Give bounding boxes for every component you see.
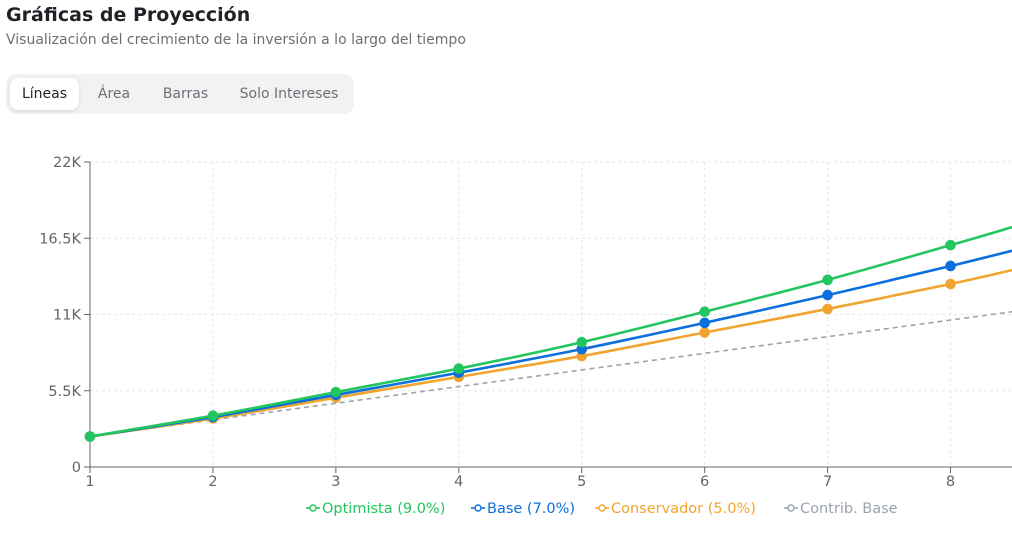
series-line-0 — [89, 225, 1012, 438]
legend-label: Contrib. Base — [800, 501, 898, 517]
data-point-0 — [822, 274, 833, 286]
x-tick-label: 4 — [454, 474, 463, 490]
data-point-0 — [207, 410, 219, 422]
page-title: Gráficas de Proyección — [6, 4, 251, 26]
tab-barras[interactable]: Barras — [162, 86, 209, 102]
legend-line-icon — [471, 504, 485, 512]
chart-type-tabs: Líneas Área Barras Solo Intereses — [6, 74, 354, 114]
legend-item[interactable]: Conservador (5.0%) — [595, 498, 756, 520]
data-point-2 — [945, 278, 956, 290]
data-point-2 — [822, 303, 833, 315]
data-point-2 — [699, 327, 710, 338]
legend-item[interactable]: Contrib. Base — [784, 498, 898, 520]
legend-line-icon — [306, 504, 320, 512]
x-tick-label: 1 — [85, 474, 94, 490]
data-point-0 — [576, 336, 588, 348]
tab-area[interactable]: Área — [97, 86, 131, 102]
x-tick-label: 3 — [331, 474, 340, 490]
tab-solo-intereses[interactable]: Solo Intereses — [239, 86, 339, 102]
data-point-1 — [699, 317, 710, 329]
legend-label: Conservador (5.0%) — [611, 501, 756, 517]
data-point-0 — [945, 239, 956, 251]
x-tick-label: 8 — [946, 474, 955, 490]
data-point-0 — [453, 363, 465, 374]
y-tick-label: 11K — [53, 308, 81, 324]
legend-label: Base (7.0%) — [487, 501, 576, 517]
page-subtitle: Visualización del crecimiento de la inve… — [6, 32, 466, 48]
data-point-0 — [84, 431, 96, 442]
data-point-1 — [945, 260, 956, 272]
series-line-1 — [89, 249, 1012, 438]
data-point-0 — [699, 306, 710, 318]
legend-item[interactable]: Base (7.0%) — [471, 498, 575, 520]
x-tick-label: 5 — [577, 474, 586, 490]
x-tick-label: 2 — [208, 474, 217, 490]
y-tick-label: 0 — [72, 460, 81, 476]
tab-lineas[interactable]: Líneas — [10, 78, 79, 110]
data-point-1 — [822, 289, 833, 301]
series-line-2 — [89, 268, 1012, 438]
legend-line-icon — [784, 504, 798, 512]
legend-item[interactable]: Optimista (9.0%) — [306, 498, 445, 520]
y-tick-label: 22K — [53, 155, 81, 171]
y-tick-label: 16.5K — [39, 231, 81, 247]
x-tick-label: 7 — [823, 474, 832, 490]
x-tick-label: 6 — [700, 474, 709, 490]
legend-label: Optimista (9.0%) — [322, 501, 446, 517]
series-line-3 — [89, 310, 1012, 438]
chart-legend: Optimista (9.0%) Base (7.0%) Conservador (… — [0, 498, 1012, 520]
legend-line-icon — [595, 504, 609, 512]
y-tick-label: 5.5K — [48, 384, 81, 400]
data-point-0 — [330, 386, 342, 398]
